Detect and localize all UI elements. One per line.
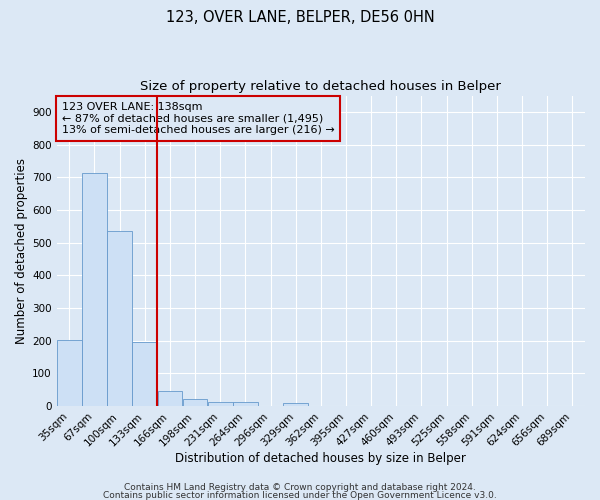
Bar xyxy=(233,402,257,406)
Bar xyxy=(208,402,233,406)
Text: Contains HM Land Registry data © Crown copyright and database right 2024.: Contains HM Land Registry data © Crown c… xyxy=(124,484,476,492)
Bar xyxy=(133,342,157,406)
Bar xyxy=(158,390,182,406)
Text: 123 OVER LANE: 138sqm
← 87% of detached houses are smaller (1,495)
13% of semi-d: 123 OVER LANE: 138sqm ← 87% of detached … xyxy=(62,102,335,135)
Bar xyxy=(57,340,82,406)
Bar xyxy=(82,172,107,406)
X-axis label: Distribution of detached houses by size in Belper: Distribution of detached houses by size … xyxy=(175,452,466,465)
Y-axis label: Number of detached properties: Number of detached properties xyxy=(15,158,28,344)
Bar xyxy=(183,399,208,406)
Bar xyxy=(107,230,132,406)
Text: 123, OVER LANE, BELPER, DE56 0HN: 123, OVER LANE, BELPER, DE56 0HN xyxy=(166,10,434,25)
Bar xyxy=(283,403,308,406)
Title: Size of property relative to detached houses in Belper: Size of property relative to detached ho… xyxy=(140,80,501,93)
Text: Contains public sector information licensed under the Open Government Licence v3: Contains public sector information licen… xyxy=(103,490,497,500)
